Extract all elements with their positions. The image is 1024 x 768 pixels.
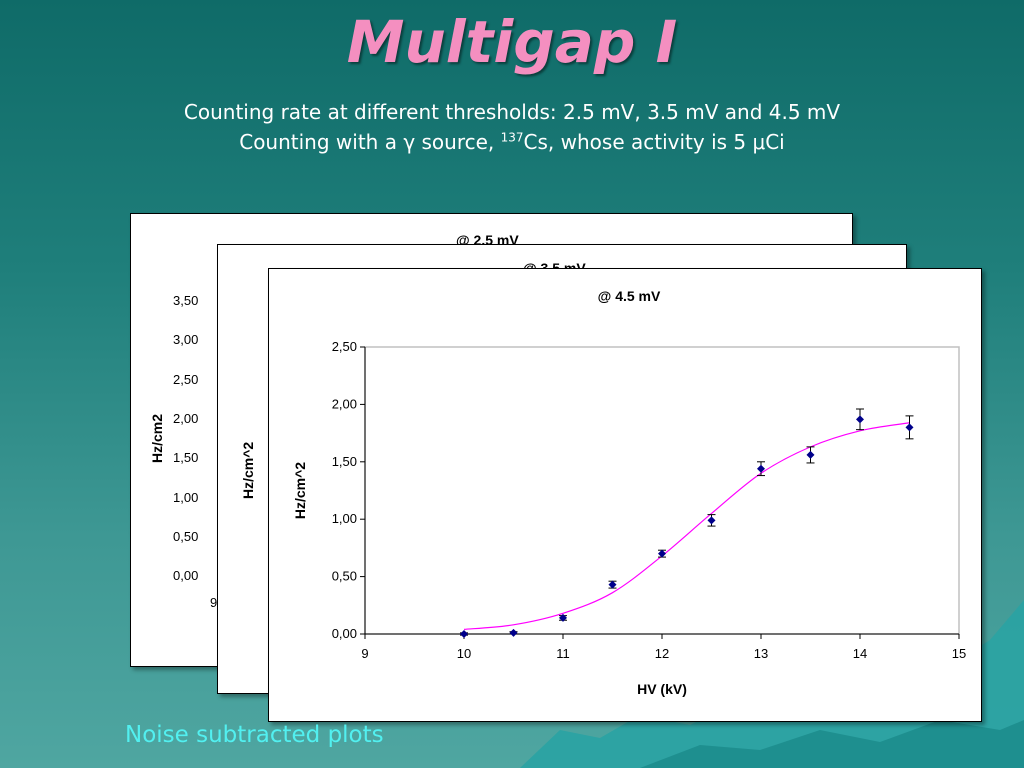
slide-title: Multigap I bbox=[346, 8, 678, 76]
subtitle-source: Counting with a γ source, 137Cs, whose a… bbox=[0, 130, 1024, 154]
x-tick-label: 12 bbox=[655, 646, 669, 661]
data-point bbox=[509, 628, 518, 637]
data-point bbox=[905, 423, 914, 432]
x-tick-label: 14 bbox=[853, 646, 867, 661]
data-point bbox=[559, 613, 567, 622]
y-tick: 1,00 bbox=[173, 490, 199, 505]
x-tick-label: 10 bbox=[457, 646, 471, 661]
y-tick-label: 0,50 bbox=[332, 569, 357, 584]
chart-4-5mv: 0,00 0,50 1,00 1,50 2,00 2,50 9 10 11 12 13 14 15 @ 4… bbox=[292, 288, 966, 697]
data-point bbox=[608, 580, 617, 589]
y-tick: 0,00 bbox=[173, 568, 199, 583]
data-point bbox=[757, 464, 765, 473]
x-tick-label: 15 bbox=[952, 646, 966, 661]
data-point bbox=[658, 549, 666, 558]
subtitle-source-pre: Counting with a γ source, bbox=[239, 130, 501, 154]
y-tick: 1,50 bbox=[173, 450, 199, 465]
fit-curve bbox=[463, 422, 910, 631]
y-tick: 3,00 bbox=[173, 332, 199, 347]
y-tick: 2,50 bbox=[173, 372, 199, 387]
y-tick-label: 2,00 bbox=[332, 396, 357, 411]
footer-note: Noise subtracted plots bbox=[125, 722, 384, 748]
subtitle-thresholds: Counting rate at different thresholds: 2… bbox=[183, 100, 841, 124]
chart-panel-4-5mv: 0,00 0,50 1,00 1,50 2,00 2,50 9 10 11 12 13 14 15 @ 4… bbox=[268, 268, 982, 722]
plot-area bbox=[364, 346, 960, 635]
data-point bbox=[460, 630, 468, 638]
data-point bbox=[707, 516, 716, 525]
x-tick-label: 11 bbox=[556, 646, 570, 661]
y-axis-label-2-5mv: Hz/cm2 bbox=[149, 413, 165, 463]
y-tick-label: 1,50 bbox=[332, 454, 357, 469]
chart-title: @ 4.5 mV bbox=[598, 288, 661, 304]
x-tick-label: 13 bbox=[754, 646, 768, 661]
y-tick-label: 1,00 bbox=[332, 511, 357, 526]
y-tick: 2,00 bbox=[173, 411, 199, 426]
data-point bbox=[806, 450, 815, 459]
x-axis-label: HV (kV) bbox=[637, 681, 687, 697]
y-tick-label: 2,50 bbox=[332, 339, 357, 354]
y-tick: 0,50 bbox=[173, 529, 199, 544]
y-axis-label: Hz/cm^2 bbox=[292, 462, 308, 519]
subtitle-source-post: Cs, whose activity is 5 μCi bbox=[523, 130, 785, 154]
isotope-mass-number: 137 bbox=[500, 130, 524, 145]
y-axis-label-3-5mv: Hz/cm^2 bbox=[240, 441, 256, 499]
x-tick: 9 bbox=[210, 595, 218, 610]
y-tick: 3,50 bbox=[173, 293, 199, 308]
x-tick-label: 9 bbox=[361, 646, 368, 661]
data-point bbox=[856, 415, 864, 424]
y-tick-label: 0,00 bbox=[332, 626, 357, 641]
